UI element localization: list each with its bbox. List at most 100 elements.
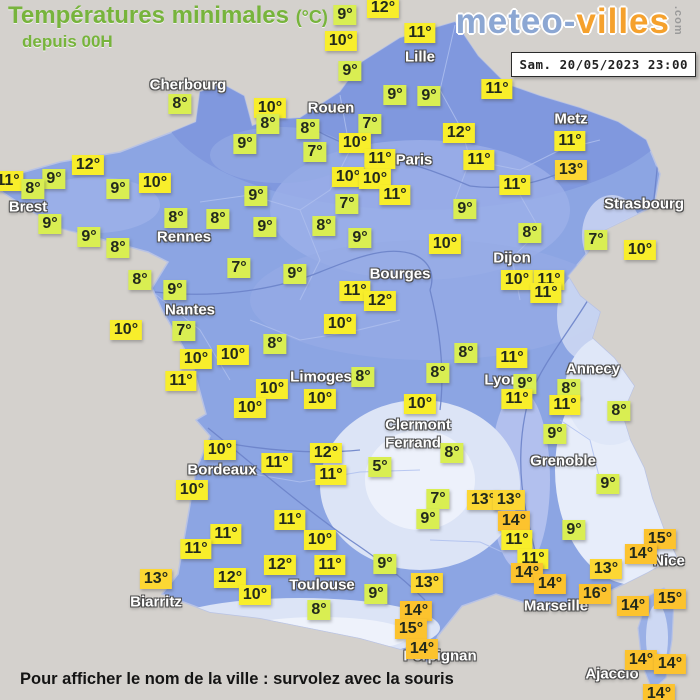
temp-label[interactable]: 11° [549,395,581,415]
temp-label[interactable]: 8° [21,179,45,199]
temp-label[interactable]: 10° [175,480,209,500]
temp-label[interactable]: 9° [416,509,440,529]
temp-label[interactable]: 13° [554,160,588,180]
temp-label[interactable]: 8° [296,119,320,139]
temp-label[interactable]: 11° [554,131,586,151]
temp-label[interactable]: 10° [238,585,272,605]
temp-label[interactable]: 8° [607,401,631,421]
temp-label[interactable]: 8° [518,223,542,243]
temp-label[interactable]: 14° [624,544,658,564]
temp-label[interactable]: 11° [530,283,562,303]
temp-label[interactable]: 11° [499,175,531,195]
temp-label[interactable]: 9° [338,61,362,81]
temp-label[interactable]: 11° [501,389,533,409]
temp-label[interactable]: 7° [227,258,251,278]
temp-label[interactable]: 14° [624,650,658,670]
temp-label[interactable]: 11° [274,510,306,530]
temp-label[interactable]: 10° [303,530,337,550]
temp-label[interactable]: 12° [442,123,476,143]
temp-label[interactable]: 9° [38,214,62,234]
temp-label[interactable]: 5° [368,457,392,477]
temp-label[interactable]: 13° [492,490,526,510]
temp-label[interactable]: 11° [315,465,347,485]
temp-label[interactable]: 13° [139,569,173,589]
temp-label[interactable]: 15° [653,589,687,609]
temp-label[interactable]: 9° [364,584,388,604]
temp-label[interactable]: 9° [383,85,407,105]
temp-label[interactable]: 10° [233,398,267,418]
temp-label[interactable]: 8° [351,367,375,387]
temp-label[interactable]: 10° [358,169,392,189]
temp-label[interactable]: 10° [179,349,213,369]
temp-label[interactable]: 8° [164,208,188,228]
temp-label[interactable]: 8° [256,114,280,134]
temp-label[interactable]: 12° [309,443,343,463]
temp-label[interactable]: 9° [348,228,372,248]
temp-label[interactable]: 15° [394,619,428,639]
temp-label[interactable]: 9° [233,134,257,154]
temp-label[interactable]: 14° [653,654,687,674]
temp-label[interactable]: 8° [426,363,450,383]
temp-label[interactable]: 9° [253,217,277,237]
temp-label[interactable]: 9° [106,179,130,199]
temp-label[interactable]: 10° [500,270,534,290]
temp-label[interactable]: 9° [163,280,187,300]
temp-label[interactable]: 10° [323,314,357,334]
temp-label[interactable]: 10° [403,394,437,414]
temp-label[interactable]: 7° [426,489,450,509]
temp-label[interactable]: 10° [324,31,358,51]
temp-label[interactable]: 8° [557,379,581,399]
temp-label[interactable]: 12° [213,568,247,588]
temp-label[interactable]: 14° [405,639,439,659]
temp-label[interactable]: 14° [399,601,433,621]
temp-label[interactable]: 7° [358,114,382,134]
temp-label[interactable]: 8° [106,238,130,258]
temp-label[interactable]: 12° [71,155,105,175]
temp-label[interactable]: 10° [255,379,289,399]
temp-label[interactable]: 14° [497,511,531,531]
temp-label[interactable]: 9° [453,199,477,219]
temp-label[interactable]: 8° [263,334,287,354]
temp-label[interactable]: 11° [364,149,396,169]
temp-label[interactable]: 11° [404,23,436,43]
temp-label[interactable]: 10° [623,240,657,260]
temp-label[interactable]: 9° [417,86,441,106]
temp-label[interactable]: 9° [373,554,397,574]
temp-label[interactable]: 7° [335,194,359,214]
temp-label[interactable]: 9° [42,169,66,189]
temp-label[interactable]: 11° [496,348,528,368]
temp-label[interactable]: 9° [244,186,268,206]
temp-label[interactable]: 11° [379,185,411,205]
temp-label[interactable]: 11° [481,79,513,99]
temp-label[interactable]: 7° [172,321,196,341]
temp-label[interactable]: 13° [589,559,623,579]
temp-label[interactable]: 12° [366,0,400,18]
temp-label[interactable]: 13° [466,490,500,510]
temp-label[interactable]: 12° [363,291,397,311]
temp-label[interactable]: 10° [216,345,250,365]
temp-label[interactable]: 11° [314,555,346,575]
temp-label[interactable]: 10° [109,320,143,340]
temp-label[interactable]: 8° [206,209,230,229]
site-logo[interactable]: meteo-villes .com [456,2,684,42]
temp-label[interactable]: 10° [303,389,337,409]
temp-label[interactable]: 11° [210,524,242,544]
temp-label[interactable]: 8° [440,443,464,463]
temp-label[interactable]: 11° [463,150,495,170]
temp-label[interactable]: 8° [454,343,478,363]
temp-label[interactable]: 10° [253,98,287,118]
temp-label[interactable]: 11° [339,281,371,301]
temp-label[interactable]: 10° [428,234,462,254]
temp-label[interactable]: 9° [283,264,307,284]
temp-label[interactable]: 10° [203,440,237,460]
temp-label[interactable]: 7° [584,230,608,250]
temp-label[interactable]: 14° [616,596,650,616]
temp-label[interactable]: 9° [596,474,620,494]
temp-label[interactable]: 11° [501,530,533,550]
temp-label[interactable]: 10° [138,173,172,193]
temp-label[interactable]: 9° [77,227,101,247]
temp-label[interactable]: 8° [168,94,192,114]
temp-label[interactable]: 11° [261,453,293,473]
temp-label[interactable]: 12° [263,555,297,575]
temp-label[interactable]: 10° [331,167,365,187]
